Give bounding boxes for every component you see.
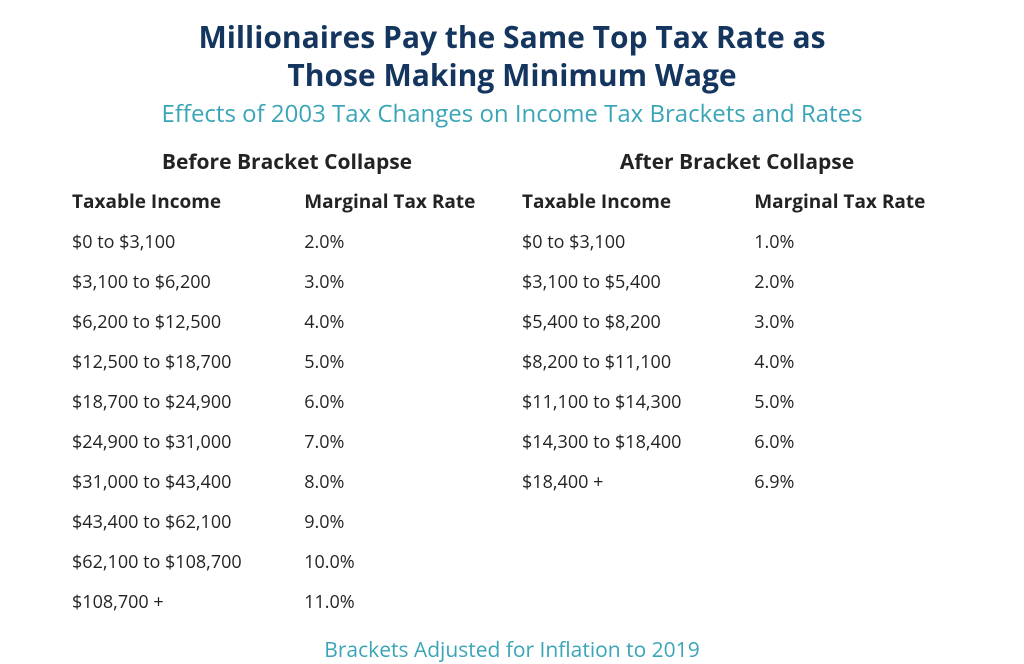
before-table: Taxable Income Marginal Tax Rate $0 to $…: [72, 184, 502, 622]
table-row: $31,000 to $43,4008.0%: [72, 462, 502, 502]
rate-cell: 1.0%: [754, 222, 952, 262]
after-tbody: $0 to $3,1001.0%$3,100 to $5,4002.0%$5,4…: [522, 222, 952, 502]
rate-cell: 6.0%: [304, 382, 502, 422]
table-row: $18,700 to $24,9006.0%: [72, 382, 502, 422]
income-cell: $3,100 to $5,400: [522, 262, 754, 302]
table-row: $24,900 to $31,0007.0%: [72, 422, 502, 462]
table-row: $62,100 to $108,70010.0%: [72, 542, 502, 582]
rate-cell: 3.0%: [304, 262, 502, 302]
income-cell: $6,200 to $12,500: [72, 302, 304, 342]
rate-cell: 5.0%: [304, 342, 502, 382]
rate-cell: 11.0%: [304, 582, 502, 622]
after-table: Taxable Income Marginal Tax Rate $0 to $…: [522, 184, 952, 502]
before-header: Before Bracket Collapse: [72, 148, 502, 176]
income-cell: $8,200 to $11,100: [522, 342, 754, 382]
rate-cell: 4.0%: [304, 302, 502, 342]
col-header-income: Taxable Income: [72, 184, 304, 222]
rate-cell: 5.0%: [754, 382, 952, 422]
table-row: $14,300 to $18,4006.0%: [522, 422, 952, 462]
title-line-2: Those Making Minimum Wage: [287, 54, 736, 95]
table-header-row: Taxable Income Marginal Tax Rate: [522, 184, 952, 222]
rate-cell: 2.0%: [754, 262, 952, 302]
income-cell: $12,500 to $18,700: [72, 342, 304, 382]
table-row: $108,700 +11.0%: [72, 582, 502, 622]
table-row: $11,100 to $14,3005.0%: [522, 382, 952, 422]
table-row: $43,400 to $62,1009.0%: [72, 502, 502, 542]
income-cell: $14,300 to $18,400: [522, 422, 754, 462]
footnote: Brackets Adjusted for Inflation to 2019: [40, 636, 984, 664]
before-column: Before Bracket Collapse Taxable Income M…: [72, 148, 502, 622]
income-cell: $24,900 to $31,000: [72, 422, 304, 462]
tables-container: Before Bracket Collapse Taxable Income M…: [40, 148, 984, 622]
col-header-rate: Marginal Tax Rate: [754, 184, 952, 222]
income-cell: $18,700 to $24,900: [72, 382, 304, 422]
income-cell: $3,100 to $6,200: [72, 262, 304, 302]
income-cell: $18,400 +: [522, 462, 754, 502]
after-column: After Bracket Collapse Taxable Income Ma…: [522, 148, 952, 622]
income-cell: $0 to $3,100: [72, 222, 304, 262]
table-row: $6,200 to $12,5004.0%: [72, 302, 502, 342]
rate-cell: 6.9%: [754, 462, 952, 502]
income-cell: $0 to $3,100: [522, 222, 754, 262]
table-row: $12,500 to $18,7005.0%: [72, 342, 502, 382]
table-row: $3,100 to $6,2003.0%: [72, 262, 502, 302]
income-cell: $43,400 to $62,100: [72, 502, 304, 542]
table-row: $0 to $3,1001.0%: [522, 222, 952, 262]
income-cell: $5,400 to $8,200: [522, 302, 754, 342]
rate-cell: 6.0%: [754, 422, 952, 462]
income-cell: $108,700 +: [72, 582, 304, 622]
table-row: $8,200 to $11,1004.0%: [522, 342, 952, 382]
page: Millionaires Pay the Same Top Tax Rate a…: [0, 0, 1024, 663]
rate-cell: 8.0%: [304, 462, 502, 502]
rate-cell: 10.0%: [304, 542, 502, 582]
table-header-row: Taxable Income Marginal Tax Rate: [72, 184, 502, 222]
table-row: $5,400 to $8,2003.0%: [522, 302, 952, 342]
rate-cell: 2.0%: [304, 222, 502, 262]
table-row: $18,400 +6.9%: [522, 462, 952, 502]
col-header-income: Taxable Income: [522, 184, 754, 222]
title-line-1: Millionaires Pay the Same Top Tax Rate a…: [198, 16, 825, 57]
page-subtitle: Effects of 2003 Tax Changes on Income Ta…: [40, 97, 984, 130]
income-cell: $11,100 to $14,300: [522, 382, 754, 422]
page-title: Millionaires Pay the Same Top Tax Rate a…: [40, 18, 984, 93]
income-cell: $31,000 to $43,400: [72, 462, 304, 502]
income-cell: $62,100 to $108,700: [72, 542, 304, 582]
table-row: $0 to $3,1002.0%: [72, 222, 502, 262]
rate-cell: 3.0%: [754, 302, 952, 342]
after-header: After Bracket Collapse: [522, 148, 952, 176]
table-row: $3,100 to $5,4002.0%: [522, 262, 952, 302]
rate-cell: 4.0%: [754, 342, 952, 382]
rate-cell: 9.0%: [304, 502, 502, 542]
col-header-rate: Marginal Tax Rate: [304, 184, 502, 222]
before-tbody: $0 to $3,1002.0%$3,100 to $6,2003.0%$6,2…: [72, 222, 502, 622]
rate-cell: 7.0%: [304, 422, 502, 462]
